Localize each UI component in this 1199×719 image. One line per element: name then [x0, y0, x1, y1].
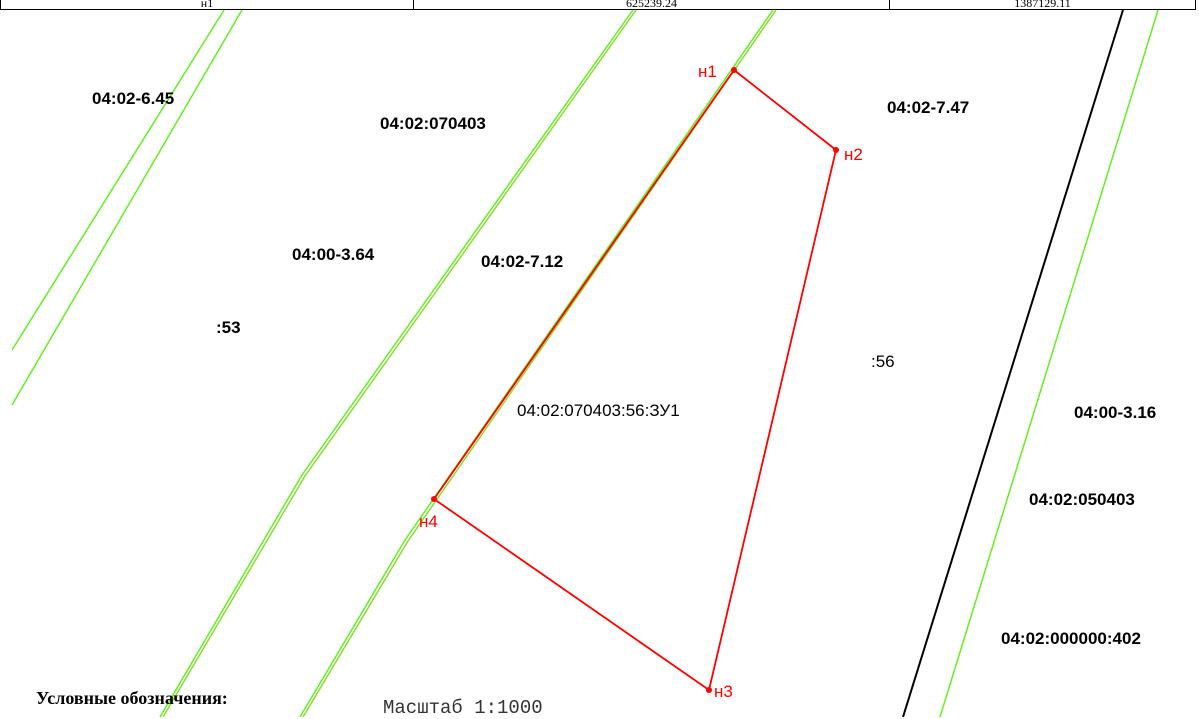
point-label-n1: н1	[698, 62, 717, 81]
new-parcel-label: 04:02:070403:56:ЗУ1	[517, 401, 680, 420]
zone-label-6-45: 04:02-6.45	[92, 89, 175, 108]
boundary-point-markers	[431, 67, 839, 693]
zone-label-3-16: 04:00-3.16	[1074, 403, 1157, 422]
point-marker-n2	[833, 147, 839, 153]
zone-line-right	[939, 9, 1159, 717]
zone-label-3-64: 04:00-3.64	[292, 245, 375, 264]
y-coordinate-cell: 1387129.11	[889, 0, 1196, 10]
zone-line-left-b	[11, 9, 243, 406]
quarter-label-050403: 04:02:050403	[1029, 490, 1135, 509]
zone-line-middle-c	[299, 9, 774, 717]
new-parcel-boundary	[432, 68, 838, 692]
zone-label-7-12: 04:02-7.12	[481, 252, 564, 271]
point-label-n4: н4	[419, 512, 438, 531]
zone-boundaries	[11, 9, 1159, 717]
point-label-n2: н2	[844, 145, 863, 164]
point-marker-n3	[706, 687, 712, 693]
zone-label-7-47: 04:02-7.47	[887, 98, 970, 117]
coordinates-table-row: н1 625239.24 1387129.11	[0, 0, 1196, 10]
quarter-label-070403: 04:02:070403	[380, 114, 486, 133]
parcel-label-53: :53	[216, 318, 241, 337]
point-marker-n4	[431, 496, 437, 502]
parcel-label-402: 04:02:000000:402	[1001, 629, 1141, 648]
zone-line-left-a	[11, 9, 225, 351]
zone-line-middle-d	[302, 9, 777, 717]
point-label-n3: н3	[714, 682, 733, 701]
parcel-label-56: :56	[871, 352, 895, 371]
zone-line-middle-a	[159, 9, 634, 717]
legend-title: Условные обозначения:	[36, 688, 228, 708]
point-marker-n1	[731, 67, 737, 73]
scale-label: Масштаб 1:1000	[383, 697, 543, 719]
quarter-boundary-line	[902, 9, 1124, 717]
zone-line-middle-b	[162, 9, 637, 717]
